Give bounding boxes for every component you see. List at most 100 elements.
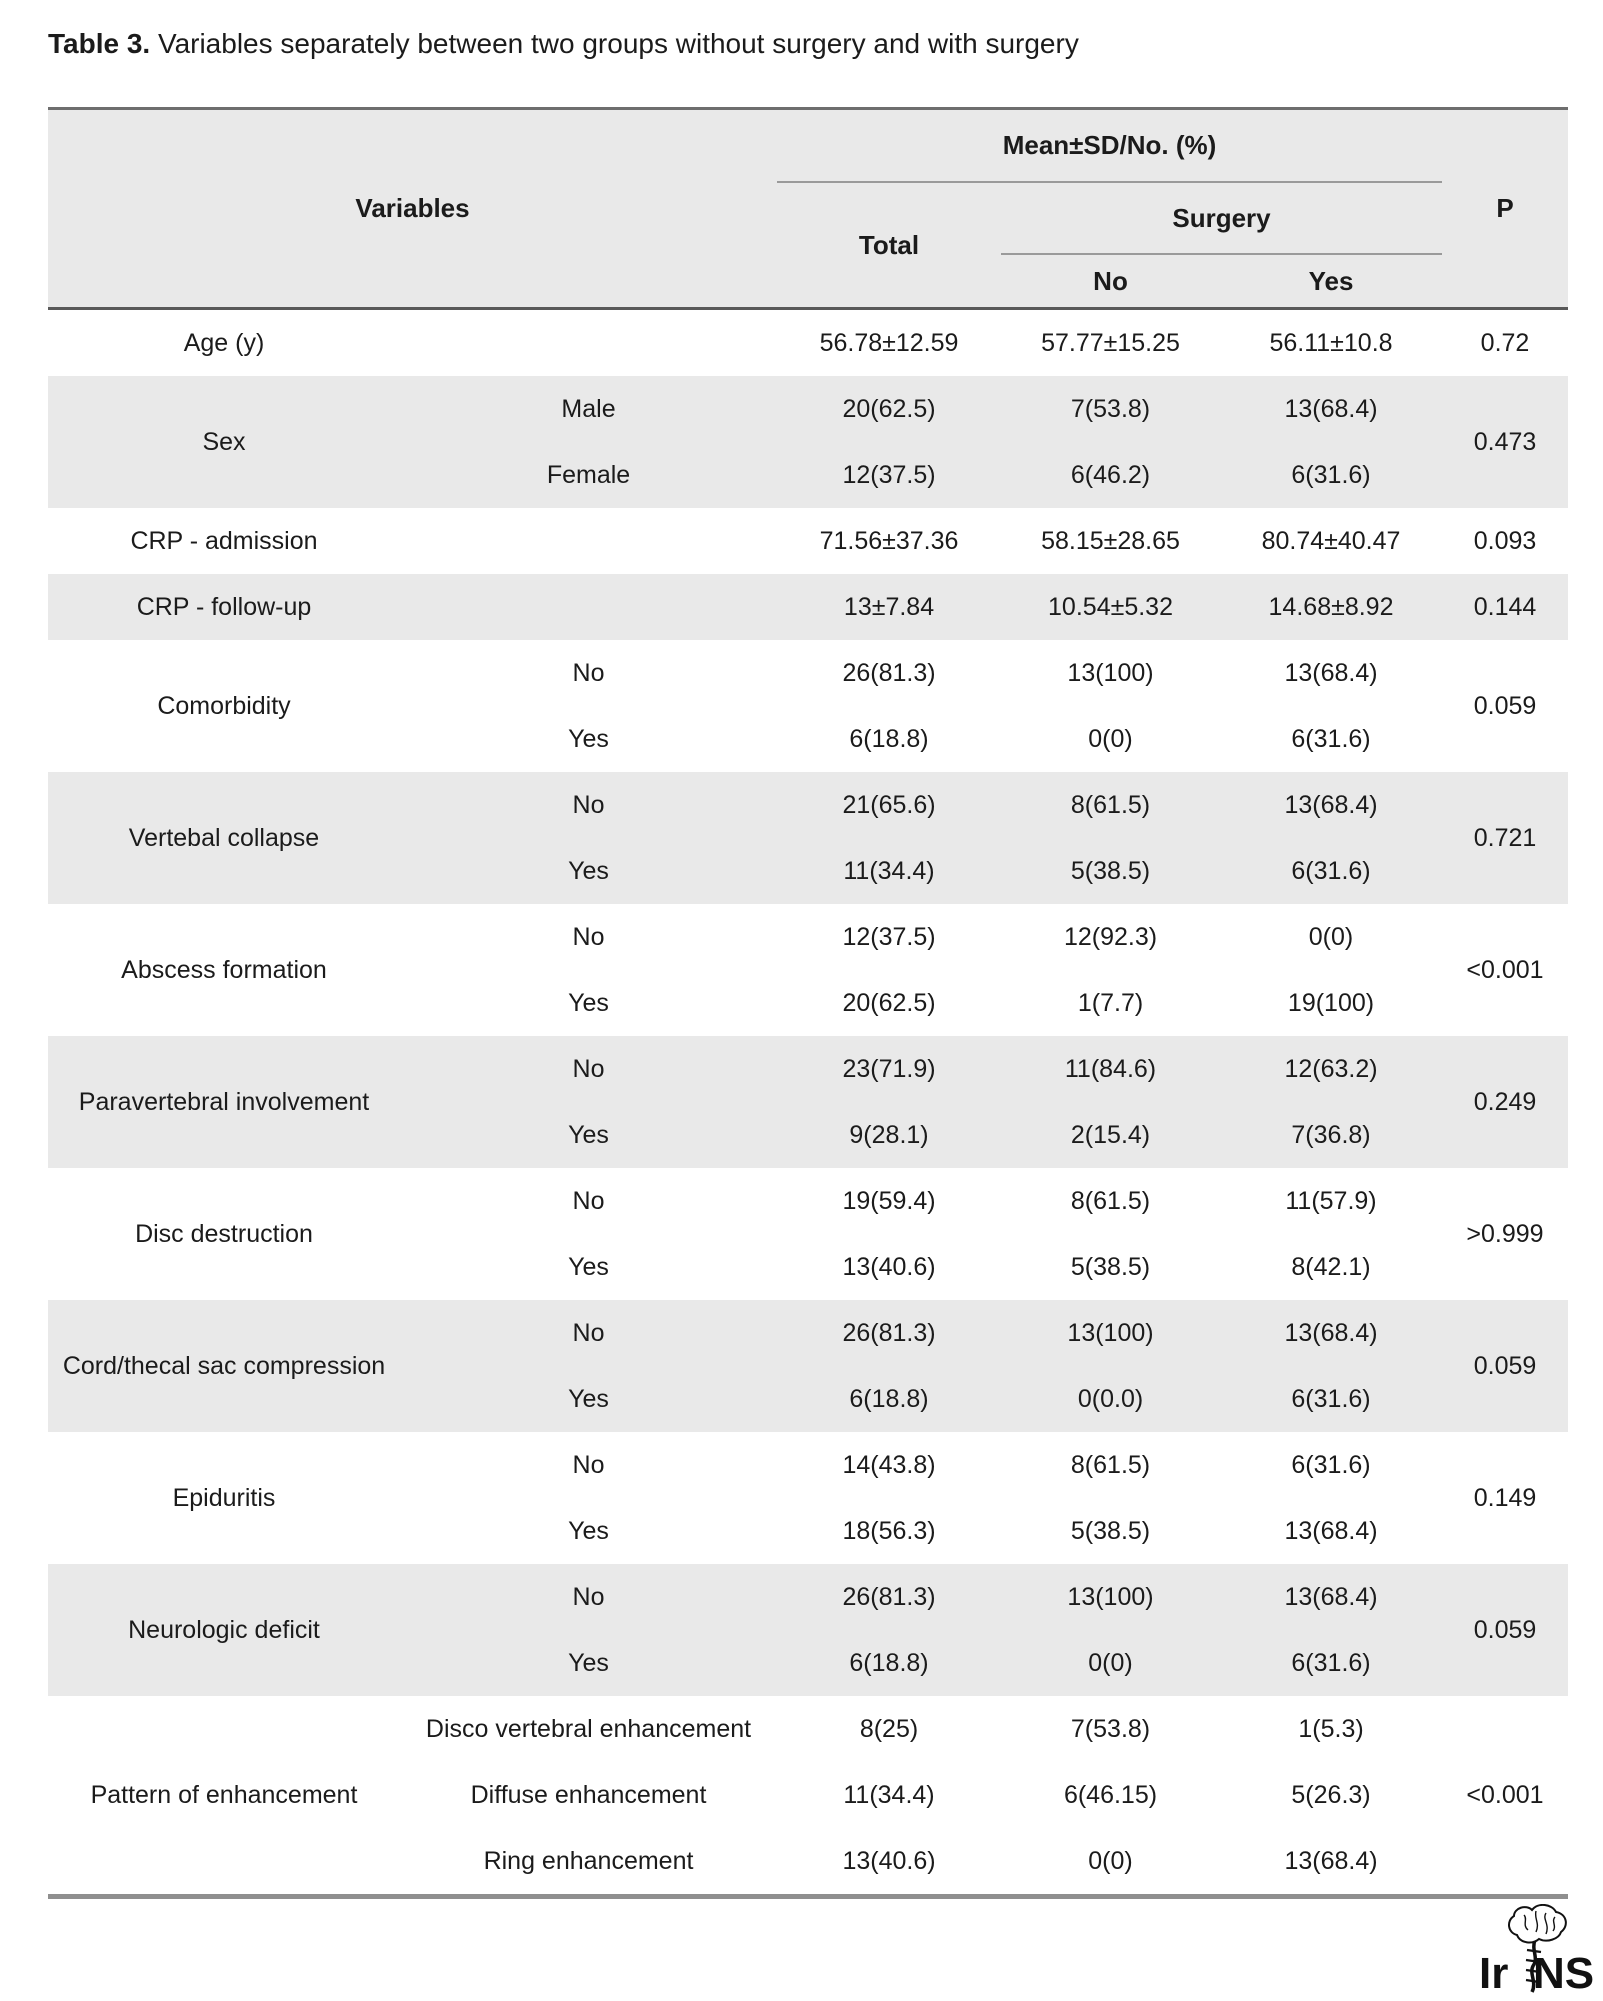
subcategory-cell: Yes <box>400 1498 778 1564</box>
total-cell: 8(25) <box>777 1696 1002 1762</box>
p-value-cell: 0.72 <box>1442 308 1569 376</box>
subcategory-cell: No <box>400 1168 778 1234</box>
surgery-yes-cell: 13(68.4) <box>1220 772 1443 838</box>
subcategory-cell: Yes <box>400 1630 778 1696</box>
surgery-yes-cell: 0(0) <box>1220 904 1443 970</box>
total-cell: 13(40.6) <box>777 1828 1002 1897</box>
variable-name-cell: Neurologic deficit <box>48 1564 400 1696</box>
logo-right-text: NS <box>1533 1949 1594 1996</box>
subcategory-cell: No <box>400 772 778 838</box>
subcategory-cell: Ring enhancement <box>400 1828 778 1897</box>
surgery-yes-cell: 7(36.8) <box>1220 1102 1443 1168</box>
surgery-no-cell: 5(38.5) <box>1001 1234 1221 1300</box>
subcategory-cell: Yes <box>400 1102 778 1168</box>
subcategory-cell: No <box>400 904 778 970</box>
table-row: Ring enhancement 13(40.6) 0(0) 13(68.4) <box>48 1828 1568 1897</box>
header-row-3: No Yes <box>48 254 1568 309</box>
total-cell: 20(62.5) <box>777 376 1002 442</box>
brain-icon <box>1508 1904 1567 1944</box>
surgery-yes-cell: 6(31.6) <box>1220 442 1443 508</box>
p-value-cell: 0.059 <box>1442 640 1569 772</box>
surgery-no-cell: 6(46.2) <box>1001 442 1221 508</box>
subcategory-cell: No <box>400 1564 778 1630</box>
subcategory-cell: Female <box>400 442 778 508</box>
subcategory-cell: No <box>400 1300 778 1366</box>
table-row: Epiduritis No 14(43.8) 8(61.5) 6(31.6) 0.149 <box>48 1432 1569 1564</box>
table-row: Abscess formation No 12(37.5) 12(92.3) 0(0) <… <box>48 904 1569 1036</box>
table-row: Yes 20(62.5) 1(7.7) 19(100) <box>48 970 1568 1036</box>
variable-name-cell: Comorbidity <box>48 640 400 772</box>
surgery-no-cell: 7(53.8) <box>1001 376 1221 442</box>
surgery-yes-cell: 8(42.1) <box>1220 1234 1443 1300</box>
surgery-yes-cell: 13(68.4) <box>1220 376 1443 442</box>
table-row: Age (y) 56.78±12.59 57.77±15.25 56.11±10.8 0… <box>48 308 1569 376</box>
surgery-yes-cell: 6(31.6) <box>1220 838 1443 904</box>
subcategory-cell: Diffuse enhancement <box>400 1762 778 1828</box>
total-cell: 26(81.3) <box>777 1564 1002 1630</box>
header-mean-sd: Mean±SD/No. (%) <box>777 108 1443 183</box>
total-cell: 26(81.3) <box>777 640 1002 706</box>
header-surgery: Surgery <box>1001 182 1443 255</box>
total-cell: 13±7.84 <box>777 574 1002 640</box>
table-row: Pattern of enhancement Disco vertebral en… <box>48 1696 1569 1897</box>
surgery-no-cell: 10.54±5.32 <box>1001 574 1221 640</box>
variable-name-cell: Vertebal collapse <box>48 772 400 904</box>
total-cell: 6(18.8) <box>777 1366 1002 1432</box>
total-cell: 6(18.8) <box>777 706 1002 772</box>
surgery-yes-cell: 13(68.4) <box>1220 1564 1443 1630</box>
table-title-text: Variables separately between two groups … <box>150 28 1079 59</box>
surgery-no-cell: 5(38.5) <box>1001 838 1221 904</box>
table-row: Cord/thecal sac compression No 26(81.3) 13(… <box>48 1300 1569 1432</box>
total-cell: 23(71.9) <box>777 1036 1002 1102</box>
journal-logo: Ir NS <box>1477 1904 1599 1998</box>
table-title: Table 3. Variables separately between tw… <box>48 28 1079 60</box>
header-total: Total <box>777 182 1002 309</box>
table-row: Neurologic deficit No 26(81.3) 13(100) 13(68… <box>48 1564 1569 1696</box>
table-row: Vertebal collapse No 21(65.6) 8(61.5) 13(68.… <box>48 772 1569 904</box>
surgery-no-cell: 13(100) <box>1001 1300 1221 1366</box>
surgery-no-cell: 1(7.7) <box>1001 970 1221 1036</box>
header-variables: Variables <box>48 108 778 309</box>
surgery-no-cell: 7(53.8) <box>1001 1696 1221 1762</box>
surgery-no-cell: 12(92.3) <box>1001 904 1221 970</box>
surgery-yes-cell: 1(5.3) <box>1220 1696 1443 1762</box>
table-row: Yes 6(18.8) 0(0.0) 6(31.6) <box>48 1366 1568 1432</box>
surgery-no-cell: 57.77±15.25 <box>1001 308 1221 376</box>
logo-left-text: Ir <box>1479 1949 1508 1996</box>
surgery-yes-cell: 6(31.6) <box>1220 1366 1443 1432</box>
p-value-cell: 0.059 <box>1442 1300 1569 1432</box>
surgery-yes-cell: 13(68.4) <box>1220 1828 1443 1897</box>
surgery-no-cell: 5(38.5) <box>1001 1498 1221 1564</box>
table-row: Disc destruction No 19(59.4) 8(61.5) 11(57.9… <box>48 1168 1569 1300</box>
total-cell: 21(65.6) <box>777 772 1002 838</box>
total-cell: 11(34.4) <box>777 838 1002 904</box>
table-row: CRP - follow-up 13±7.84 10.54±5.32 14.68±8.… <box>48 574 1569 640</box>
total-cell: 18(56.3) <box>777 1498 1002 1564</box>
table-row: Yes 6(18.8) 0(0) 6(31.6) <box>48 1630 1568 1696</box>
total-cell: 12(37.5) <box>777 442 1002 508</box>
surgery-yes-cell: 13(68.4) <box>1220 1300 1443 1366</box>
variable-name-cell: Disc destruction <box>48 1168 400 1300</box>
surgery-no-cell: 8(61.5) <box>1001 772 1221 838</box>
variable-name-cell: Sex <box>48 376 400 508</box>
subcategory-cell: No <box>400 1036 778 1102</box>
surgery-no-cell: 8(61.5) <box>1001 1432 1221 1498</box>
variable-name-cell: Abscess formation <box>48 904 400 1036</box>
surgery-no-cell: 0(0) <box>1001 1630 1221 1696</box>
total-cell: 6(18.8) <box>777 1630 1002 1696</box>
variable-name-cell: Pattern of enhancement <box>48 1696 400 1897</box>
subcategory-cell: Yes <box>400 1234 778 1300</box>
p-value-cell: 0.144 <box>1442 574 1569 640</box>
total-cell: 12(37.5) <box>777 904 1002 970</box>
table-row: Comorbidity No 26(81.3) 13(100) 13(68.4) 0.05… <box>48 640 1569 772</box>
table-row: Female 12(37.5) 6(46.2) 6(31.6) <box>48 442 1568 508</box>
total-cell: 20(62.5) <box>777 970 1002 1036</box>
header-row-1: Variables Mean±SD/No. (%) P <box>48 108 1569 309</box>
variable-name-cell: Age (y) <box>48 308 400 376</box>
total-cell: 71.56±37.36 <box>777 508 1002 574</box>
variables-table: Variables Mean±SD/No. (%) P Total Surger… <box>48 107 1569 1899</box>
total-cell: 26(81.3) <box>777 1300 1002 1366</box>
surgery-no-cell: 58.15±28.65 <box>1001 508 1221 574</box>
p-value-cell: >0.999 <box>1442 1168 1569 1300</box>
subcategory-cell: Yes <box>400 706 778 772</box>
